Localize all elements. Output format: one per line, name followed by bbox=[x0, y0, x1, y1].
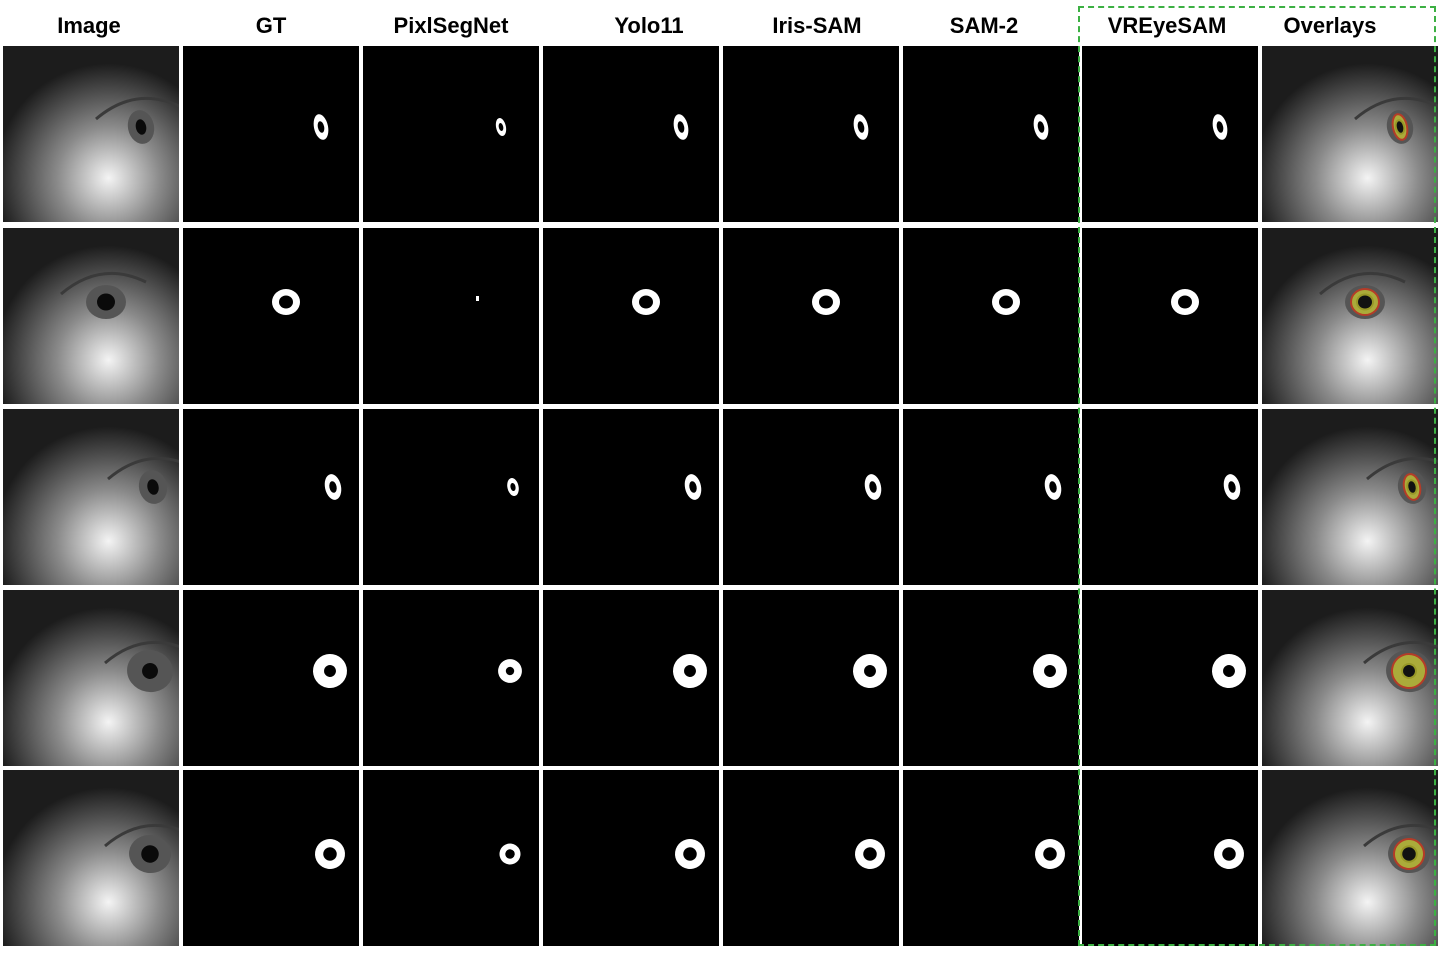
tile-graphic bbox=[543, 409, 719, 585]
tile-graphic bbox=[1262, 770, 1438, 946]
tile-graphic bbox=[3, 228, 179, 404]
tile-graphic bbox=[723, 409, 899, 585]
tile-row4-sam2 bbox=[903, 590, 1079, 766]
column-header-vreyesam: VREyeSAM bbox=[1107, 13, 1227, 38]
tile-graphic bbox=[1082, 770, 1258, 946]
tile-row5-gt bbox=[183, 770, 359, 946]
tile-row4-image bbox=[3, 590, 179, 766]
tile-row3-overlays bbox=[1262, 409, 1438, 585]
column-header-image: Image bbox=[57, 13, 121, 38]
tile-graphic bbox=[723, 590, 899, 766]
tile-graphic bbox=[183, 409, 359, 585]
column-header-overlays: Overlays bbox=[1283, 13, 1377, 38]
tile-graphic bbox=[183, 770, 359, 946]
tile-row2-vreyesam bbox=[1082, 228, 1258, 404]
tile-graphic bbox=[3, 590, 179, 766]
tile-graphic bbox=[183, 228, 359, 404]
tile-graphic bbox=[363, 409, 539, 585]
tile-graphic bbox=[723, 228, 899, 404]
tile-row3-sam2 bbox=[903, 409, 1079, 585]
tile-graphic bbox=[543, 46, 719, 222]
tile-row5-vreyesam bbox=[1082, 770, 1258, 946]
tile-row2-iris_sam bbox=[723, 228, 899, 404]
tile-row4-overlays bbox=[1262, 590, 1438, 766]
tile-graphic bbox=[3, 770, 179, 946]
tile-graphic bbox=[3, 46, 179, 222]
tile-graphic bbox=[903, 409, 1079, 585]
tile-row1-iris_sam bbox=[723, 46, 899, 222]
tile-graphic bbox=[1082, 409, 1258, 585]
tile-row5-iris_sam bbox=[723, 770, 899, 946]
tile-row1-yolo11 bbox=[543, 46, 719, 222]
tile-row3-gt bbox=[183, 409, 359, 585]
tile-row1-sam2 bbox=[903, 46, 1079, 222]
column-header-yolo11: Yolo11 bbox=[614, 13, 684, 38]
tile-row4-vreyesam bbox=[1082, 590, 1258, 766]
tile-row4-gt bbox=[183, 590, 359, 766]
tile-row5-yolo11 bbox=[543, 770, 719, 946]
tile-graphic bbox=[183, 46, 359, 222]
tile-graphic bbox=[723, 46, 899, 222]
tile-graphic bbox=[1262, 46, 1438, 222]
tile-graphic bbox=[903, 590, 1079, 766]
tile-graphic bbox=[723, 770, 899, 946]
tile-row3-yolo11 bbox=[543, 409, 719, 585]
tile-graphic bbox=[1082, 46, 1258, 222]
tile-graphic bbox=[363, 46, 539, 222]
tile-row4-yolo11 bbox=[543, 590, 719, 766]
tile-graphic bbox=[903, 46, 1079, 222]
tile-row1-overlays bbox=[1262, 46, 1438, 222]
tile-row5-image bbox=[3, 770, 179, 946]
tile-row1-image bbox=[3, 46, 179, 222]
tile-row1-vreyesam bbox=[1082, 46, 1258, 222]
column-header-iris-sam: Iris-SAM bbox=[772, 13, 862, 38]
tile-graphic bbox=[543, 770, 719, 946]
tile-graphic bbox=[363, 770, 539, 946]
tile-graphic bbox=[3, 409, 179, 585]
tile-row5-pixlsegnet bbox=[363, 770, 539, 946]
tile-graphic bbox=[363, 590, 539, 766]
column-header-sam2: SAM-2 bbox=[949, 13, 1019, 38]
tile-row1-pixlsegnet bbox=[363, 46, 539, 222]
tile-row1-gt bbox=[183, 46, 359, 222]
tile-row4-pixlsegnet bbox=[363, 590, 539, 766]
tile-row2-yolo11 bbox=[543, 228, 719, 404]
tile-graphic bbox=[1262, 409, 1438, 585]
tile-row3-image bbox=[3, 409, 179, 585]
tile-row5-sam2 bbox=[903, 770, 1079, 946]
tile-row3-pixlsegnet bbox=[363, 409, 539, 585]
tile-row2-image bbox=[3, 228, 179, 404]
tile-row2-pixlsegnet bbox=[363, 228, 539, 404]
tile-graphic bbox=[903, 228, 1079, 404]
tile-row2-sam2 bbox=[903, 228, 1079, 404]
tile-graphic bbox=[1262, 228, 1438, 404]
column-header-pixlsegnet: PixlSegNet bbox=[393, 13, 509, 38]
tile-graphic bbox=[1082, 228, 1258, 404]
tile-graphic bbox=[1262, 590, 1438, 766]
tile-graphic bbox=[543, 228, 719, 404]
column-header-gt: GT bbox=[255, 13, 287, 38]
tile-graphic bbox=[543, 590, 719, 766]
tile-row5-overlays bbox=[1262, 770, 1438, 946]
tile-row4-iris_sam bbox=[723, 590, 899, 766]
tile-row2-gt bbox=[183, 228, 359, 404]
tile-graphic bbox=[363, 228, 539, 404]
tile-graphic bbox=[1082, 590, 1258, 766]
tile-row3-iris_sam bbox=[723, 409, 899, 585]
tile-graphic bbox=[903, 770, 1079, 946]
tile-row3-vreyesam bbox=[1082, 409, 1258, 585]
tile-row2-overlays bbox=[1262, 228, 1438, 404]
tile-graphic bbox=[183, 590, 359, 766]
